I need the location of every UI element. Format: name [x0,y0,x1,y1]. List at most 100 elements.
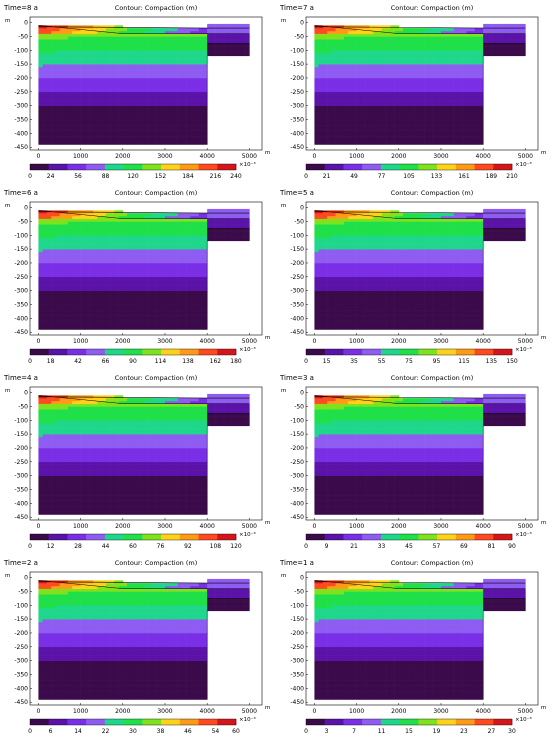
chart-title: Contour: Compaction (m) [391,4,474,12]
colorbar-tick-label: 6 [49,728,53,735]
layer-boundary [38,25,250,34]
y-tick-label: -200 [290,75,304,82]
time-label: Time=1 a [279,559,314,567]
layer-boundary [314,211,526,214]
colorbar-exponent: ×10⁻³ [515,531,532,538]
contour-field [38,393,250,515]
contour-chart: Time=5 a Contour: Compaction (m) 0 1000 2000… [279,189,546,365]
x-axis-label: m [265,520,270,526]
chart-title: Contour: Compaction (m) [115,559,198,567]
colorbar [305,718,513,726]
y-tick-label: -200 [14,630,28,637]
x-tick-label: 0 [313,708,317,715]
colorbar-tick-label: 49 [350,173,358,180]
y-axis-label: m [281,203,286,209]
y-tick-label: 0 [24,205,28,212]
colorbar [29,163,237,171]
y-tick-label: 0 [24,390,28,397]
contour-chart: Time=1 a Contour: Compaction (m) 0 1000 2000… [279,559,546,735]
colorbar-tick-label: 27 [488,728,496,735]
contour-field [314,23,526,145]
x-tick-label: 3000 [433,338,448,345]
layer-boundary [38,26,250,29]
colorbar-tick-label: 38 [157,728,165,735]
y-tick-label: -50 [294,588,304,595]
colorbar-tick-label: 60 [232,728,240,735]
y-tick-label: -450 [290,144,304,151]
colorbar-tick-label: 9 [325,543,329,550]
y-tick-label: -300 [14,473,28,480]
y-tick-label: -300 [290,288,304,295]
y-axis-label: m [5,18,10,24]
x-tick-label: 2000 [115,153,130,160]
y-tick-label: -300 [290,473,304,480]
y-tick-label: -350 [14,487,28,494]
colorbar-tick-label: 133 [431,173,443,180]
colorbar-exponent: ×10⁻³ [515,346,532,353]
x-tick-label: 4000 [200,708,215,715]
x-tick-label: 5000 [242,153,257,160]
x-tick-label: 3000 [433,153,448,160]
colorbar-tick-label: 90 [508,543,516,550]
colorbar-tick-label: 45 [405,543,413,550]
x-tick-label: 4000 [476,523,491,530]
colorbar-exponent: ×10⁻³ [239,716,256,723]
colorbar-tick-label: 11 [378,728,386,735]
layer-boundary [38,395,250,404]
x-tick-label: 3000 [433,708,448,715]
x-tick-label: 0 [37,708,41,715]
time-label: Time=5 a [279,189,314,197]
x-tick-label: 0 [37,338,41,345]
colorbar-tick-label: 69 [460,543,468,550]
y-tick-label: -450 [290,699,304,706]
colorbar-tick-label: 19 [433,728,441,735]
x-tick-label: 3000 [157,153,172,160]
y-tick-label: -50 [294,218,304,225]
colorbar-tick-label: 184 [182,173,194,180]
x-tick-label: 2000 [391,338,406,345]
colorbar-exponent: ×10⁻³ [239,531,256,538]
y-tick-label: -150 [14,246,28,253]
x-tick-label: 1000 [349,708,364,715]
colorbar-tick-label: 81 [488,543,496,550]
x-tick-label: 1000 [73,338,88,345]
x-tick-label: 1000 [73,523,88,530]
colorbar [29,348,237,356]
colorbar-tick-label: 3 [325,728,329,735]
y-tick-label: -100 [290,47,304,54]
y-axis-label: m [5,203,10,209]
x-tick-label: 5000 [518,708,533,715]
colorbar-tick-label: 56 [74,173,82,180]
contour-chart: Time=6 a Contour: Compaction (m) 0 1000 2000… [3,189,270,365]
y-tick-label: -400 [290,130,304,137]
colorbar-exponent: ×10⁻³ [515,716,532,723]
contour-panel: Time=3 a Contour: Compaction (m) 0 1000 2000… [276,370,550,554]
x-tick-label: 5000 [242,708,257,715]
time-label: Time=4 a [3,374,38,382]
colorbar-tick-label: 92 [184,543,192,550]
y-tick-label: -100 [14,232,28,239]
layer-boundary [38,210,250,219]
colorbar-exponent: ×10⁻³ [515,161,532,168]
colorbar-tick-label: 55 [378,358,386,365]
colorbar [29,533,237,541]
x-tick-label: 0 [313,153,317,160]
layer-boundary [314,25,526,34]
colorbar-tick-label: 57 [433,543,441,550]
y-tick-label: -100 [14,602,28,609]
layer-boundary [314,395,526,404]
y-tick-label: -200 [290,445,304,452]
y-axis-label: m [281,573,286,579]
x-tick-label: 2000 [115,338,130,345]
colorbar-tick-label: 7 [352,728,356,735]
y-tick-label: -350 [290,117,304,124]
colorbar-tick-label: 0 [304,358,308,365]
x-tick-label: 1000 [349,153,364,160]
x-tick-label: 5000 [242,523,257,530]
colorbar-tick-label: 76 [157,543,165,550]
contour-chart: Time=2 a Contour: Compaction (m) 0 1000 2000… [3,559,270,735]
x-tick-label: 0 [313,523,317,530]
x-tick-label: 4000 [476,708,491,715]
colorbar-tick-label: 90 [129,358,137,365]
chart-title: Contour: Compaction (m) [115,374,198,382]
